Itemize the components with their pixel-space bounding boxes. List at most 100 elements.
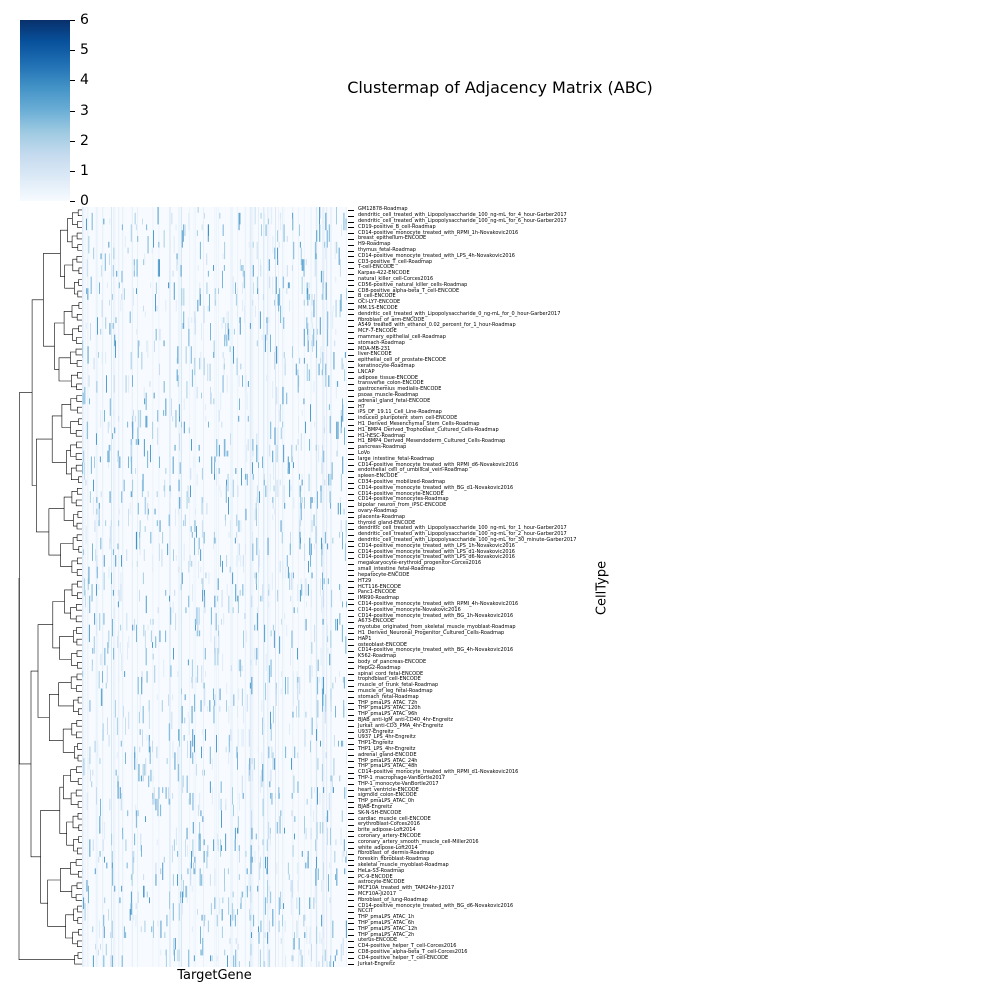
- row-label: skeletal_muscle_myoblast-Roadmap: [358, 861, 449, 868]
- heatmap-cell: [123, 705, 124, 718]
- heatmap-cell: [288, 874, 290, 880]
- row-tick: [348, 563, 354, 565]
- heatmap-cell: [153, 787, 155, 805]
- heatmap-cell: [86, 421, 88, 440]
- heatmap-cell: [197, 537, 199, 556]
- heatmap-cell: [297, 584, 299, 602]
- heatmap-cell: [298, 955, 300, 967]
- heatmap-cell: [250, 682, 252, 695]
- heatmap-cell: [193, 955, 195, 962]
- heatmap-cell: [228, 328, 230, 341]
- heatmap-cell: [155, 874, 157, 886]
- heatmap-cell: [327, 311, 329, 329]
- heatmap-cell: [268, 885, 270, 892]
- heatmap-cell: [301, 259, 303, 271]
- heatmap-cell: [299, 520, 301, 538]
- heatmap-cell: [112, 549, 114, 556]
- heatmap-cell: [172, 903, 174, 921]
- colorbar-tick-mark: [70, 80, 75, 82]
- row-tick: [348, 209, 354, 211]
- heatmap-cell: [253, 758, 255, 770]
- heatmap-cell: [341, 410, 343, 416]
- heatmap-cell: [201, 323, 202, 341]
- heatmap-cell: [125, 375, 127, 393]
- heatmap-cell: [292, 711, 294, 718]
- heatmap-column-streak: [264, 207, 265, 967]
- row-label: myotube_originated_from_skeletal_muscle_…: [358, 624, 516, 631]
- row-label: trophoblast_cell-ENCODE: [358, 676, 421, 683]
- heatmap-cell: [134, 746, 136, 759]
- heatmap-cell: [318, 961, 320, 967]
- row-label: THP1-Engreitz: [358, 740, 394, 747]
- heatmap-cell: [118, 415, 120, 422]
- heatmap-cell: [240, 520, 242, 532]
- heatmap-cell: [186, 491, 188, 509]
- heatmap-cell: [235, 468, 237, 474]
- heatmap-cell: [310, 404, 311, 422]
- heatmap-cell: [143, 305, 144, 312]
- heatmap-cell: [119, 642, 121, 654]
- heatmap-column-streak: [169, 207, 171, 967]
- heatmap-cell: [186, 775, 188, 793]
- heatmap-cell: [280, 212, 282, 231]
- heatmap-cell: [292, 688, 294, 706]
- row-label: MM.1S-ENCODE: [358, 305, 398, 312]
- heatmap-cell: [182, 903, 183, 915]
- heatmap-cell: [114, 700, 116, 718]
- heatmap-cell: [191, 369, 193, 387]
- heatmap-cell: [292, 671, 294, 689]
- heatmap-cell: [319, 932, 321, 944]
- heatmap-cell: [305, 421, 306, 434]
- heatmap-cell: [258, 926, 259, 933]
- heatmap-column-streak: [158, 207, 160, 967]
- row-label: HCT116-ENCODE: [358, 583, 401, 590]
- row-tick: [348, 772, 354, 774]
- row-label: THP_pmaLPS_ATAC_48h: [358, 763, 418, 770]
- heatmap-cell: [283, 352, 285, 358]
- heatmap-cell: [256, 537, 258, 556]
- row-label: MCF10A-Ji2017: [358, 890, 397, 897]
- heatmap-cell: [191, 317, 193, 324]
- dendrogram-link: [71, 723, 77, 736]
- row-label: fibroblast_of_lung-Roadmap: [358, 896, 428, 903]
- row-tick: [348, 604, 354, 606]
- heatmap-cell: [226, 682, 228, 695]
- colorbar-gradient: [20, 20, 70, 201]
- heatmap-cell: [290, 485, 292, 492]
- heatmap-cell: [303, 299, 305, 306]
- heatmap-cell: [208, 224, 209, 236]
- heatmap-cell: [104, 856, 105, 863]
- heatmap-cell: [172, 874, 174, 886]
- heatmap-cell: [137, 502, 139, 515]
- heatmap-cell: [242, 891, 244, 898]
- heatmap-cell: [274, 247, 276, 260]
- heatmap-cell: [308, 473, 310, 492]
- row-tick: [348, 737, 354, 739]
- colorbar-tick-label: 0: [80, 193, 89, 209]
- heatmap-cell: [130, 874, 132, 880]
- heatmap-cell: [191, 560, 193, 567]
- heatmap-cell: [233, 346, 234, 364]
- heatmap-column-streak: [346, 207, 347, 967]
- heatmap-cell: [214, 537, 216, 544]
- heatmap-cell: [197, 804, 199, 817]
- heatmap-cell: [266, 375, 268, 382]
- heatmap-cell: [259, 775, 261, 793]
- heatmap-cell: [206, 502, 208, 515]
- heatmap-cell: [177, 375, 179, 387]
- heatmap-cell: [188, 212, 190, 231]
- heatmap-cell: [146, 891, 148, 898]
- row-label: HeLa-S3-Roadmap: [358, 867, 405, 874]
- heatmap-cell: [183, 311, 185, 329]
- heatmap-cell: [330, 955, 332, 967]
- heatmap-cell: [280, 305, 282, 324]
- heatmap-cell: [137, 236, 139, 242]
- row-tick: [348, 296, 354, 298]
- heatmap-cell: [213, 265, 214, 271]
- heatmap-cell: [228, 497, 229, 515]
- heatmap-cell: [339, 531, 341, 538]
- heatmap-column-streak: [252, 207, 254, 967]
- heatmap-cell: [114, 334, 116, 347]
- heatmap-cell: [325, 694, 327, 712]
- dendrogram-link: [19, 392, 33, 765]
